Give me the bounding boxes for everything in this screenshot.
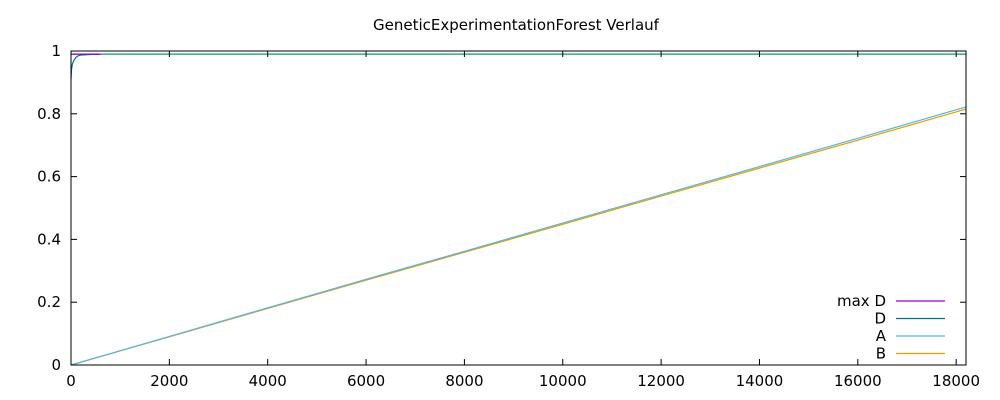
x-tick-label: 4000 (249, 372, 287, 390)
plot-frame (70, 50, 967, 366)
x-tick-label: 0 (66, 372, 76, 390)
series-line-d (70, 53, 101, 80)
x-tick-label: 12000 (637, 372, 685, 390)
y-tick-label: 0 (51, 356, 61, 374)
y-tick-label: 0.2 (37, 293, 61, 311)
x-tick-label: 18000 (932, 372, 980, 390)
x-tick-label: 16000 (834, 372, 882, 390)
series-line-a (70, 106, 967, 366)
legend-label: D (874, 310, 886, 328)
x-tick-label: 2000 (150, 372, 188, 390)
x-tick-label: 8000 (445, 372, 483, 390)
y-tick-label: 0.6 (37, 168, 61, 186)
legend-label: max D (837, 292, 886, 310)
x-tick-label: 6000 (347, 372, 385, 390)
y-tick-label: 1 (51, 42, 61, 60)
chart-title: GeneticExperimentationForest Verlauf (373, 16, 660, 34)
x-tick-label: 10000 (539, 372, 587, 390)
legend-label: A (876, 327, 887, 345)
y-tick-label: 0.8 (37, 105, 61, 123)
legend-label: B (876, 345, 886, 363)
y-tick-label: 0.4 (37, 230, 61, 248)
x-tick-label: 14000 (736, 372, 784, 390)
